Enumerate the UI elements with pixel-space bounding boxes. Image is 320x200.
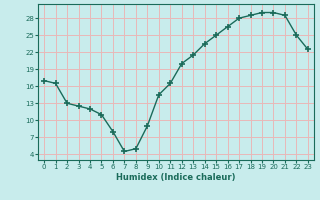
X-axis label: Humidex (Indice chaleur): Humidex (Indice chaleur)	[116, 173, 236, 182]
